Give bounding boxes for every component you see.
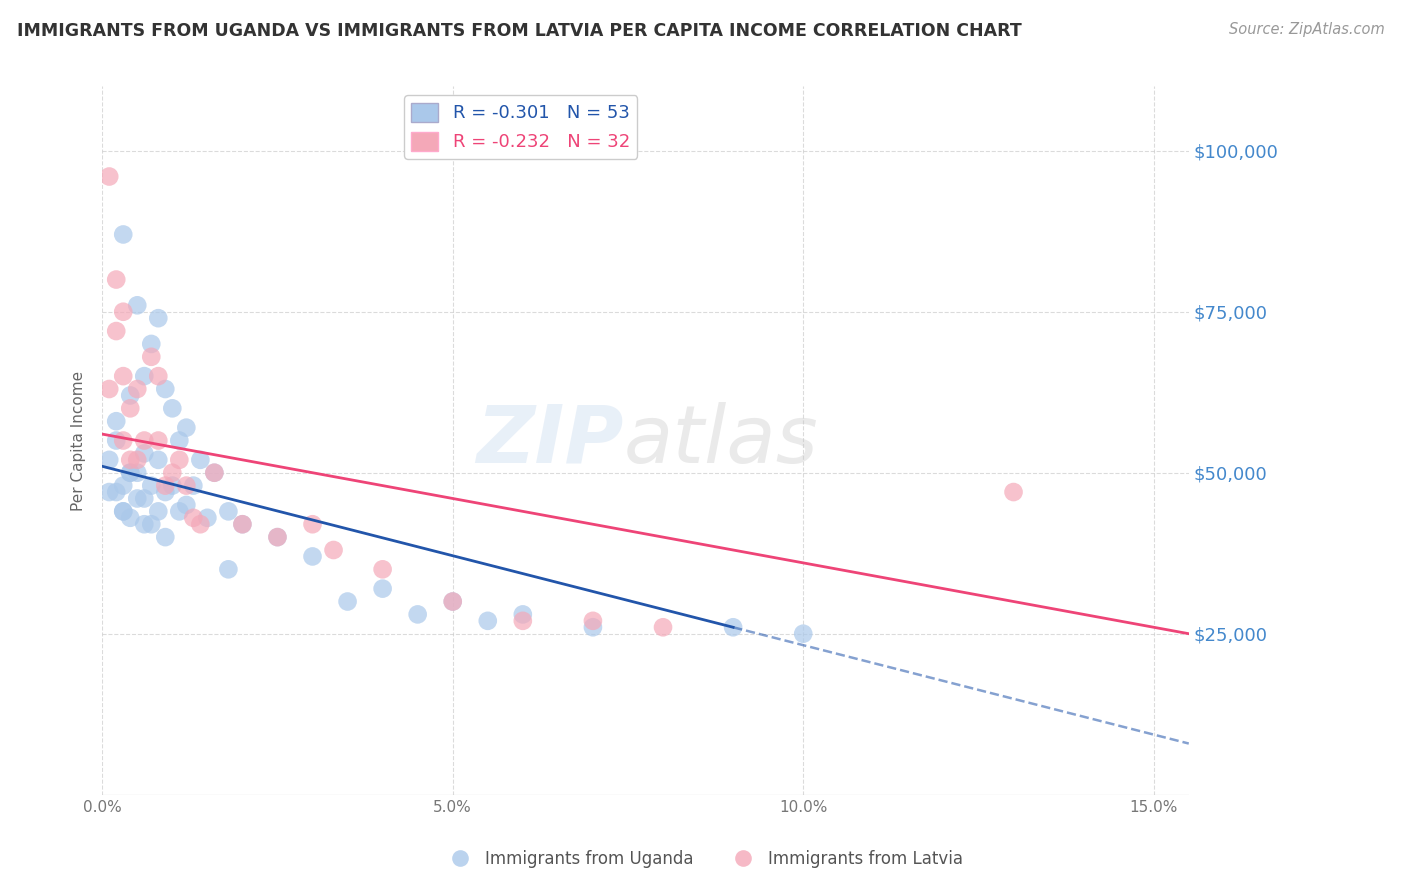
- Point: [98, 382, 121, 396]
- Text: atlas: atlas: [624, 401, 818, 480]
- Point: [266, 530, 288, 544]
- Point: [202, 466, 225, 480]
- Point: [169, 453, 191, 467]
- Text: IMMIGRANTS FROM UGANDA VS IMMIGRANTS FROM LATVIA PER CAPITA INCOME CORRELATION C: IMMIGRANTS FROM UGANDA VS IMMIGRANTS FRO…: [17, 22, 1022, 40]
- Legend: R = -0.301   N = 53, R = -0.232   N = 32: R = -0.301 N = 53, R = -0.232 N = 32: [404, 95, 637, 159]
- Point: [721, 620, 744, 634]
- Point: [217, 562, 239, 576]
- Point: [371, 562, 394, 576]
- Text: ZIP: ZIP: [477, 401, 624, 480]
- Legend: Immigrants from Uganda, Immigrants from Latvia: Immigrants from Uganda, Immigrants from …: [436, 844, 970, 875]
- Point: [148, 504, 170, 518]
- Point: [582, 620, 605, 634]
- Point: [141, 337, 163, 351]
- Point: [141, 350, 163, 364]
- Point: [112, 478, 135, 492]
- Point: [127, 382, 149, 396]
- Point: [105, 434, 128, 448]
- Point: [322, 543, 344, 558]
- Point: [134, 434, 156, 448]
- Point: [477, 614, 499, 628]
- Point: [336, 594, 359, 608]
- Point: [162, 466, 184, 480]
- Point: [112, 304, 135, 318]
- Point: [105, 485, 128, 500]
- Point: [792, 626, 814, 640]
- Point: [406, 607, 429, 622]
- Point: [176, 478, 198, 492]
- Point: [162, 401, 184, 416]
- Point: [120, 466, 142, 480]
- Point: [148, 453, 170, 467]
- Point: [120, 466, 142, 480]
- Point: [195, 510, 218, 524]
- Point: [120, 510, 142, 524]
- Point: [217, 504, 239, 518]
- Point: [1002, 485, 1025, 500]
- Point: [134, 369, 156, 384]
- Point: [183, 510, 205, 524]
- Y-axis label: Per Capita Income: Per Capita Income: [72, 370, 86, 510]
- Point: [148, 434, 170, 448]
- Point: [112, 369, 135, 384]
- Point: [176, 498, 198, 512]
- Point: [98, 453, 121, 467]
- Text: Source: ZipAtlas.com: Source: ZipAtlas.com: [1229, 22, 1385, 37]
- Point: [105, 272, 128, 286]
- Point: [141, 517, 163, 532]
- Point: [371, 582, 394, 596]
- Point: [155, 478, 177, 492]
- Point: [127, 298, 149, 312]
- Point: [105, 414, 128, 428]
- Point: [120, 401, 142, 416]
- Point: [155, 485, 177, 500]
- Point: [266, 530, 288, 544]
- Point: [98, 485, 121, 500]
- Point: [512, 607, 534, 622]
- Point: [148, 311, 170, 326]
- Point: [301, 549, 323, 564]
- Point: [127, 466, 149, 480]
- Point: [582, 614, 605, 628]
- Point: [441, 594, 464, 608]
- Point: [512, 614, 534, 628]
- Point: [301, 517, 323, 532]
- Point: [231, 517, 253, 532]
- Point: [155, 382, 177, 396]
- Point: [112, 504, 135, 518]
- Point: [202, 466, 225, 480]
- Point: [162, 478, 184, 492]
- Point: [134, 517, 156, 532]
- Point: [441, 594, 464, 608]
- Point: [105, 324, 128, 338]
- Point: [120, 388, 142, 402]
- Point: [127, 453, 149, 467]
- Point: [134, 491, 156, 506]
- Point: [148, 369, 170, 384]
- Point: [155, 530, 177, 544]
- Point: [141, 478, 163, 492]
- Point: [120, 453, 142, 467]
- Point: [112, 227, 135, 242]
- Point: [652, 620, 675, 634]
- Point: [231, 517, 253, 532]
- Point: [176, 420, 198, 434]
- Point: [127, 491, 149, 506]
- Point: [169, 434, 191, 448]
- Point: [183, 478, 205, 492]
- Point: [169, 504, 191, 518]
- Point: [98, 169, 121, 184]
- Point: [188, 453, 211, 467]
- Point: [134, 446, 156, 460]
- Point: [112, 504, 135, 518]
- Point: [112, 434, 135, 448]
- Point: [188, 517, 211, 532]
